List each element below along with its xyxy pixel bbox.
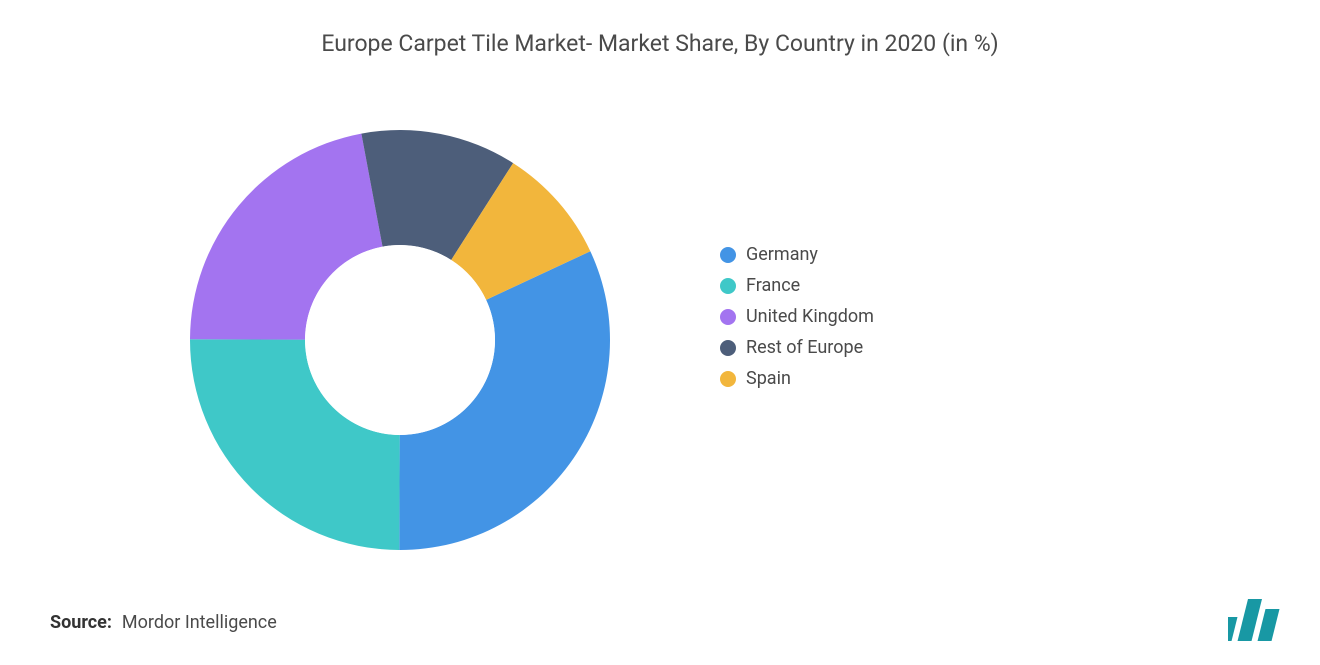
legend-marker-icon [720,247,736,263]
chart-title: Europe Carpet Tile Market- Market Share,… [0,30,1320,57]
source-attribution: Source: Mordor Intelligence [50,612,277,633]
legend-item: United Kingdom [720,306,874,327]
legend-item: Spain [720,368,874,389]
legend-item: Germany [720,244,874,265]
chart-legend: Germany France United Kingdom Rest of Europ… [720,244,874,389]
legend-item: France [720,275,874,296]
source-key: Source: [50,612,112,633]
source-value: Mordor Intelligence [122,612,277,633]
legend-marker-icon [720,278,736,294]
donut-hole [305,245,495,435]
legend-label: Rest of Europe [746,337,863,358]
legend-marker-icon [720,309,736,325]
brand-logo [1228,599,1284,641]
logo-bar [1258,609,1280,641]
legend-label: United Kingdom [746,306,874,327]
legend-label: France [746,275,800,296]
logo-bar [1238,599,1262,641]
chart-stage: Europe Carpet Tile Market- Market Share,… [0,0,1320,665]
logo-bar [1228,617,1238,641]
legend-item: Rest of Europe [720,337,874,358]
legend-label: Germany [746,244,818,265]
legend-marker-icon [720,340,736,356]
legend-marker-icon [720,371,736,387]
legend-label: Spain [746,368,791,389]
donut-chart [188,128,612,552]
